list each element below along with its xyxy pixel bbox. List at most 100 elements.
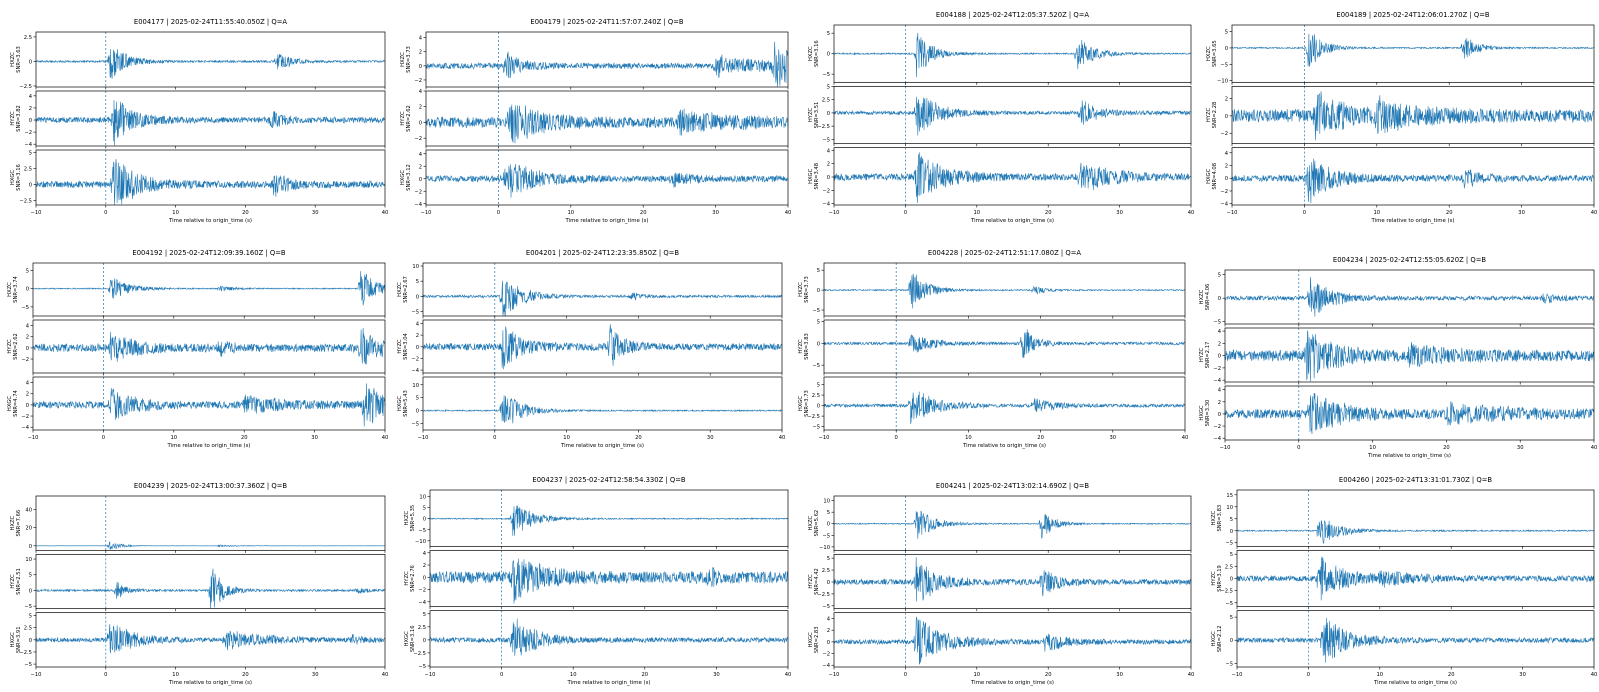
channel-label: HXGCSNR=3.91 xyxy=(10,626,22,653)
y-tick-label: 0 xyxy=(1230,529,1233,535)
panel-hxgc: −4 −2 0 2 4 HXGCSNR=4.08 −10 0 10 20 30 40 xyxy=(1206,147,1597,216)
x-tick-label: 30 xyxy=(1116,210,1123,216)
y-tick-label: 0 xyxy=(416,409,419,415)
subplot-9: E004239 | 2025-02-24T13:00:37.360Z | Q=B… xyxy=(10,482,388,686)
panel-hyzc: −2 0 2 4 HYZCSNR=2.62 xyxy=(400,89,789,149)
y-tick-label: 4 xyxy=(423,551,427,557)
channel-name: HYZC xyxy=(400,111,406,126)
panel-hxzc: −5 0 5 HXZCSNR=3.73 xyxy=(798,262,1186,319)
y-tick-label: −5 xyxy=(822,137,830,143)
y-tick-label: −4 xyxy=(24,142,32,148)
subplot-10: E004237 | 2025-02-24T12:58:54.330Z | Q=B… xyxy=(404,476,791,686)
y-tick-label: −5 xyxy=(812,425,820,431)
y-tick-label: 4 xyxy=(419,152,423,158)
waveform-trace xyxy=(833,616,1192,665)
y-tick-label: 10 xyxy=(823,499,830,505)
y-tick-label: 2.5 xyxy=(1225,564,1233,570)
y-tick-label: 5 xyxy=(1230,552,1233,558)
channel-name: HYZC xyxy=(10,111,16,126)
subplot-title: E004192 | 2025-02-24T12:09:39.160Z | Q=B xyxy=(132,249,285,257)
x-tick-label: 20 xyxy=(1037,435,1044,441)
channel-label: HXGCSNR=3.30 xyxy=(1199,400,1211,427)
channel-label: HXGCSNR=3.12 xyxy=(400,164,412,191)
x-tick-label: 10 xyxy=(570,672,577,678)
panel-frame xyxy=(1224,269,1595,325)
channel-name: HXGC xyxy=(1199,405,1205,420)
channel-label: HXZCSNR=2.67 xyxy=(397,276,409,303)
y-tick-label: 0 xyxy=(1230,577,1233,583)
x-tick-label: 40 xyxy=(382,435,389,441)
panel-frame xyxy=(823,376,1186,431)
channel-label: HXZCSNR=3.73 xyxy=(400,46,412,73)
x-tick-label: 0 xyxy=(904,210,907,216)
panel-hyzc: −4 −2 0 2 4 HYZCSNR=3.82 xyxy=(10,90,386,149)
y-tick-label: 2.5 xyxy=(812,393,820,399)
subplot-title: E004239 | 2025-02-24T13:00:37.360Z | Q=B xyxy=(134,482,287,490)
y-tick-label: 40 xyxy=(25,508,32,514)
x-tick-label: 10 xyxy=(1369,445,1376,451)
channel-label: HXZCSNR=4.06 xyxy=(1199,284,1211,311)
y-tick-label: 0 xyxy=(827,52,830,58)
y-tick-label: −5 xyxy=(418,528,426,534)
x-tick-label: 10 xyxy=(1373,210,1380,216)
y-tick-label: −4 xyxy=(1213,378,1221,384)
channel-label: HXGCSNR=2.83 xyxy=(808,626,820,653)
subplot-title: E004241 | 2025-02-24T13:02:14.690Z | Q=B xyxy=(936,482,1089,490)
x-tick-label: 40 xyxy=(1591,672,1598,678)
waveform-trace xyxy=(1231,33,1595,67)
panel-frame xyxy=(833,495,1192,551)
channel-label: HXZCSNR=3.63 xyxy=(10,46,22,73)
snr-value: SNR=3.04 xyxy=(403,332,409,359)
x-tick-label: 30 xyxy=(713,672,720,678)
y-tick-label: 4 xyxy=(26,381,30,387)
subplot-7: E004228 | 2025-02-24T12:51:17.080Z | Q=A… xyxy=(798,249,1188,449)
y-tick-label: 0 xyxy=(1218,354,1221,360)
x-tick-label: 40 xyxy=(1188,672,1195,678)
waveform-trace xyxy=(32,383,386,427)
y-tick-label: 0 xyxy=(29,638,32,644)
y-tick-label: 0 xyxy=(817,341,820,347)
y-tick-label: 0 xyxy=(29,59,32,65)
y-tick-label: −2 xyxy=(1213,366,1221,372)
channel-name: HXZC xyxy=(808,46,814,61)
panel-frame xyxy=(35,149,386,206)
x-axis-label: Time relative to origin_time (s) xyxy=(168,218,252,224)
panel-frame xyxy=(429,610,789,668)
panel-hxgc: −2.5 0 2.5 5 HXGCSNR=3.16 −10 0 10 20 30 40 xyxy=(10,149,388,216)
channel-label: HXZCSNR=3.73 xyxy=(798,276,810,303)
y-tick-label: −2.5 xyxy=(19,84,32,90)
channel-label: HYZCSNR=2.51 xyxy=(10,568,22,595)
y-tick-label: 4 xyxy=(1218,388,1222,394)
x-tick-label: 30 xyxy=(1519,672,1526,678)
panel-frame xyxy=(422,376,783,431)
channel-name: HXGC xyxy=(808,632,814,647)
panel-hxzc: −5 0 5 HXZCSNR=4.06 xyxy=(1199,269,1595,327)
x-tick-label: 40 xyxy=(785,672,792,678)
waveform-trace xyxy=(1236,556,1595,601)
y-tick-label: −2.5 xyxy=(1220,589,1233,595)
panel-frame xyxy=(422,262,783,317)
y-tick-label: 2 xyxy=(1218,400,1221,406)
waveform-trace xyxy=(1231,91,1595,141)
subplot-8: E004234 | 2025-02-24T12:55:05.620Z | Q=B… xyxy=(1199,256,1597,459)
y-tick-label: 5 xyxy=(1225,30,1228,36)
y-tick-label: 5 xyxy=(827,556,830,562)
x-tick-label: 0 xyxy=(895,435,898,441)
panel-frame xyxy=(429,489,789,547)
snr-value: SNR=3.16 xyxy=(16,164,22,191)
x-tick-label: 20 xyxy=(635,435,642,441)
snr-value: SNR=5.43 xyxy=(403,390,409,417)
channel-label: HYZCSNR=3.51 xyxy=(808,102,820,129)
y-tick-label: −2 xyxy=(21,414,29,420)
x-tick-label: 30 xyxy=(1116,672,1123,678)
x-tick-label: 40 xyxy=(1591,445,1598,451)
subplot-6: E004201 | 2025-02-24T12:23:35.850Z | Q=B… xyxy=(397,249,785,449)
y-tick-label: 2 xyxy=(827,628,830,634)
panel-frame xyxy=(429,549,789,608)
channel-label: HYZCSNR=2.28 xyxy=(1206,102,1218,129)
snr-value: SNR=3.12 xyxy=(406,164,412,191)
panel-hxzc: −2 0 2 4 HXZCSNR=3.73 xyxy=(400,31,789,90)
subplot-3: E004188 | 2025-02-24T12:05:37.520Z | Q=A… xyxy=(808,11,1194,224)
y-tick-label: −4 xyxy=(414,202,422,208)
